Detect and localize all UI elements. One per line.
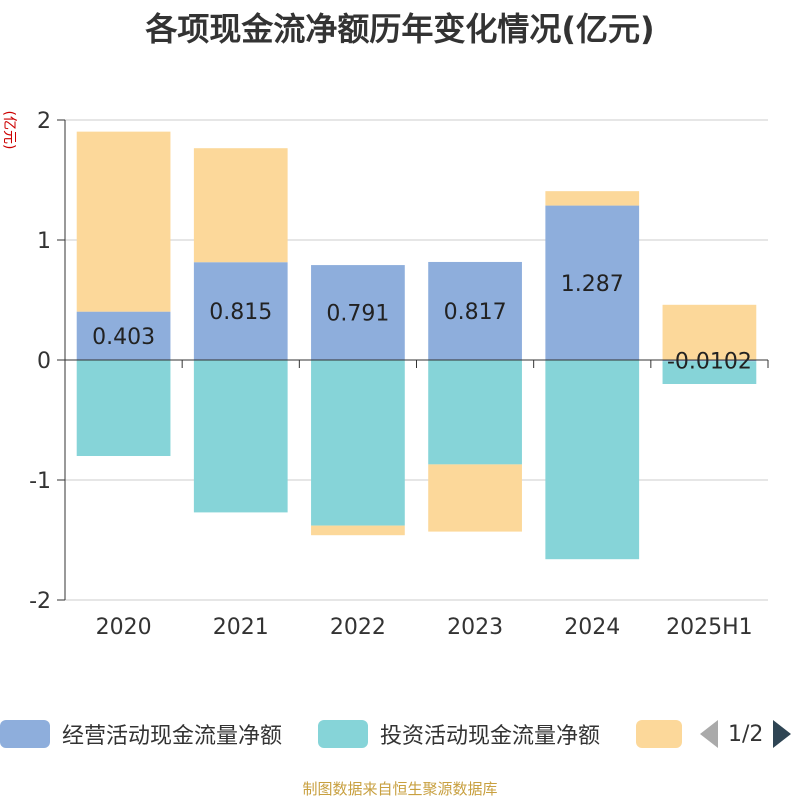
bar-segment[interactable] xyxy=(662,360,757,362)
legend-swatch-financing xyxy=(636,720,682,748)
x-tick-label: 2021 xyxy=(213,615,269,640)
bar-segment[interactable] xyxy=(311,360,405,526)
legend: 经营活动现金流量净额 投资活动现金流量净额 1/2 xyxy=(0,714,800,754)
x-tick-label: 2025H1 xyxy=(666,615,753,640)
legend-swatch-operating xyxy=(0,720,50,748)
bar-segment[interactable] xyxy=(428,360,522,465)
legend-next-page-icon[interactable] xyxy=(773,720,792,748)
bar-value-label: 0.815 xyxy=(209,300,272,325)
bar-segment[interactable] xyxy=(545,360,640,560)
legend-label-operating: 经营活动现金流量净额 xyxy=(62,724,283,749)
y-tick-label: 0 xyxy=(37,349,51,374)
data-labels: 0.403 0.815 0.791 0.817 1.287 -0.0102 xyxy=(92,272,752,375)
bar-segment[interactable] xyxy=(545,191,640,206)
legend-item-financing[interactable] xyxy=(636,714,694,754)
legend-page-indicator: 1/2 xyxy=(728,721,764,747)
y-tick-label: 2 xyxy=(37,109,51,134)
x-tick-label: 2022 xyxy=(330,615,386,640)
y-tick-label: -2 xyxy=(29,589,51,614)
bar-value-label: 0.817 xyxy=(444,300,507,325)
bar-value-label: 0.791 xyxy=(326,302,389,327)
data-source-note: 制图数据来自恒生聚源数据库 xyxy=(302,780,498,798)
bar-segment[interactable] xyxy=(311,525,405,536)
bar-value-label: 0.403 xyxy=(92,325,155,350)
bar-segment[interactable] xyxy=(193,148,288,263)
y-tick-label: 1 xyxy=(37,229,51,254)
legend-prev-page-icon[interactable] xyxy=(700,720,718,748)
legend-swatch-investing xyxy=(318,720,368,748)
bar-segment[interactable] xyxy=(662,304,757,360)
bar-segment[interactable] xyxy=(76,131,171,312)
legend-label-investing: 投资活动现金流量净额 xyxy=(380,724,601,749)
y-tick-label: -1 xyxy=(29,469,51,494)
bar-segment[interactable] xyxy=(662,361,757,384)
bar-segment[interactable] xyxy=(193,360,288,513)
legend-item-operating[interactable]: 经营活动现金流量净额 xyxy=(0,714,282,754)
bar-value-label: 1.287 xyxy=(561,272,624,297)
bar-segment[interactable] xyxy=(76,360,171,456)
legend-item-investing[interactable]: 投资活动现金流量净额 xyxy=(318,714,600,754)
bar-segment[interactable] xyxy=(545,205,640,360)
chart-title: 各项现金流净额历年变化情况(亿元) xyxy=(145,10,655,48)
x-tick-label: 2024 xyxy=(564,615,620,640)
bar-segment[interactable] xyxy=(76,311,171,360)
legend-pager: 1/2 xyxy=(700,714,792,754)
bars xyxy=(76,131,757,560)
bar-segment[interactable] xyxy=(428,464,522,532)
x-tick-label: 2023 xyxy=(447,615,503,640)
axes: -2 -1 0 1 2 2020 2021 2022 2023 2024 2025H1 xyxy=(29,109,769,640)
bar-segment[interactable] xyxy=(193,262,288,360)
bar-segment[interactable] xyxy=(311,265,405,360)
bar-segment[interactable] xyxy=(428,261,522,360)
bar-value-label: -0.0102 xyxy=(667,350,752,375)
x-tick-label: 2020 xyxy=(96,615,152,640)
